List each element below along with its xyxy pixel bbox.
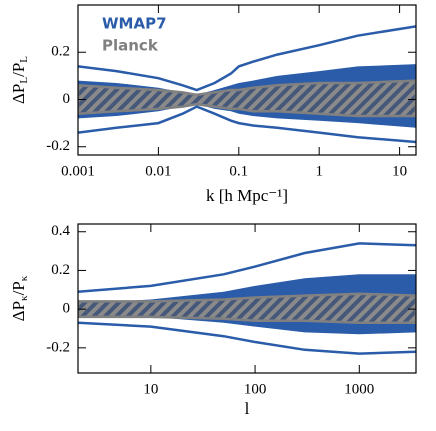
legend-entry: Planck [102, 37, 159, 55]
y-axis-label-part: ΔP [9, 301, 28, 321]
y-axis-label: ΔPL/PL [9, 56, 30, 104]
envelope-line [78, 242, 416, 293]
y-axis-label-part: κ [18, 295, 30, 301]
frame [77, 223, 417, 374]
band [78, 79, 416, 118]
x-tick-label: 0.001 [61, 163, 95, 179]
y-axis-label-part: κ [18, 275, 30, 281]
envelope-line [78, 321, 416, 355]
plot-area [78, 242, 416, 355]
legend-entry: WMAP7 [102, 15, 167, 33]
x-tick-label: 10 [143, 381, 158, 397]
band [78, 292, 416, 324]
y-tick-label: -0.2 [46, 138, 70, 154]
envelope-line [78, 25, 416, 92]
x-tick-label: 0.1 [229, 163, 248, 179]
y-tick-label: 0.2 [51, 44, 70, 60]
y-axis-label-part: /P [9, 281, 28, 295]
x-tick-label: 0.01 [145, 163, 171, 179]
y-axis-label: ΔPκ/Pκ [9, 275, 30, 321]
y-axis-label-part: L [18, 56, 30, 63]
y-axis-label-part: L [18, 77, 30, 84]
x-tick-label: 100 [244, 381, 267, 397]
y-axis-label-part: ΔP [9, 84, 28, 104]
x-axis-label: l [245, 399, 250, 418]
y-tick-label: -0.2 [46, 339, 70, 355]
y-tick-label: 0.2 [51, 262, 70, 278]
frame [77, 4, 417, 156]
x-axis-label: k [h Mpc⁻¹] [206, 186, 288, 205]
y-tick-label: 0 [63, 91, 71, 107]
x-tick-label: 1000 [344, 381, 374, 397]
y-tick-label: 0.4 [51, 223, 70, 239]
y-tick-label: 0 [63, 301, 71, 317]
plot-area [78, 25, 416, 144]
envelope-line [78, 105, 416, 144]
y-axis-label-part: /P [9, 63, 28, 77]
x-tick-label: 10 [392, 163, 407, 179]
x-tick-label: 1 [315, 163, 323, 179]
